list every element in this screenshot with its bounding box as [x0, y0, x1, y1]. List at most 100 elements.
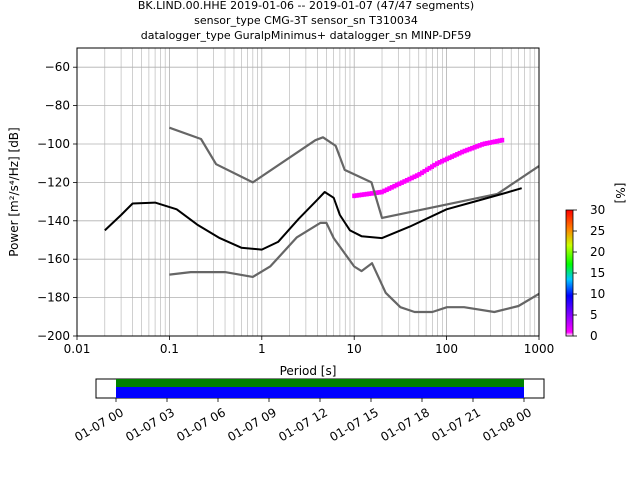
chart-title-line-3: datalogger_type GuralpMinimus+ datalogge… — [141, 29, 472, 42]
density-branch-cell — [432, 162, 437, 168]
timeline-tick-label: 01-08 00 — [480, 405, 534, 444]
density-branch-cell — [424, 167, 429, 173]
density-branch-cell — [402, 179, 407, 184]
density-branch-cell — [429, 164, 434, 169]
density-branch-cell — [362, 192, 367, 197]
density-branch-cell — [477, 143, 482, 148]
density-branch-cell — [497, 138, 502, 143]
density-branch-cell — [442, 157, 447, 163]
density-branch-cell — [374, 190, 379, 196]
density-branch-cell — [404, 177, 409, 183]
colorbar-tick-label: 20 — [590, 245, 605, 259]
y-tick-label: −140 — [37, 214, 70, 228]
density-branch-cell — [495, 138, 500, 144]
density-branch-cell — [455, 152, 460, 157]
density-branch-cell — [480, 142, 485, 147]
density-branch-cell — [399, 180, 404, 185]
noise-model-lines — [104, 126, 539, 314]
y-tick-label: −60 — [45, 60, 70, 74]
x-axis-ticks: 0.01 0.1 1 10 100 1000 — [64, 336, 555, 356]
x-tick-label: 100 — [435, 342, 458, 356]
x-tick-label: 1 — [258, 342, 266, 356]
density-branch-cell — [445, 156, 450, 162]
plot-background — [77, 48, 539, 336]
nhnm-line — [169, 126, 539, 219]
y-tick-label: −160 — [37, 252, 70, 266]
y-axis-ticks: −200 −180 −160 −140 −120 −100 −80 −60 — [37, 60, 77, 343]
density-branch-cell — [389, 185, 394, 190]
timeline-data-bar — [116, 379, 524, 387]
timeline-tick-label: 01-07 00 — [72, 405, 126, 444]
colorbar-gradient — [565, 209, 574, 337]
density-branch-cell — [392, 183, 397, 189]
density-branch-cell — [352, 193, 357, 199]
plot-frame — [76, 47, 540, 337]
colorbar-label: [%] — [613, 183, 627, 204]
timeline-tick-label: 01-07 18 — [378, 405, 432, 444]
y-axis-label: Power [m²/s⁴/Hz] [dB] — [7, 127, 21, 256]
y-tick-label: −120 — [37, 175, 70, 189]
timeline-tick-label: 01-07 21 — [429, 405, 483, 444]
density-branch-cell — [434, 161, 439, 166]
density-branch-cell — [440, 158, 445, 164]
y-tick-label: −100 — [37, 137, 70, 151]
colorbar-tick-label: 30 — [590, 203, 605, 217]
timeline-tick-label: 01-07 03 — [123, 405, 177, 444]
density-branch-cell — [427, 165, 432, 171]
y-tick-label: −180 — [37, 291, 70, 305]
density-branch-cell — [379, 189, 384, 195]
density-branch-cell — [492, 139, 497, 144]
x-axis-label: Period [s] — [280, 364, 337, 378]
density-branch-cell — [359, 192, 364, 198]
colorbar: 0 5 10 15 20 25 30 [%] — [565, 183, 627, 343]
timeline-coverage-bar — [116, 387, 524, 398]
colorbar-tick-label: 25 — [590, 224, 605, 238]
density-branch-cell — [377, 190, 382, 195]
density-branch-cell — [364, 191, 369, 197]
colorbar-ticks: 0 5 10 15 20 25 30 — [573, 203, 605, 343]
colorbar-tick-label: 5 — [590, 308, 598, 322]
density-branch-cell — [437, 160, 442, 165]
y-tick-label: −200 — [37, 329, 70, 343]
nlnm-line — [169, 221, 539, 314]
x-tick-label: 0.01 — [64, 342, 91, 356]
density-branch-cell — [382, 188, 387, 194]
density-branch-cell — [465, 147, 470, 153]
density-branch-cell — [409, 175, 414, 181]
ppsd-density-cloud — [352, 137, 505, 199]
chart-title-line-2: sensor_type CMG-3T sensor_sn T310034 — [194, 14, 418, 27]
timeline-tick-label: 01-07 15 — [327, 405, 381, 444]
density-branch-cell — [384, 187, 389, 193]
density-branch-cell — [354, 193, 359, 198]
colorbar-tick-label: 0 — [590, 329, 598, 343]
density-branch-cell — [482, 141, 487, 147]
timeline-tick-label: 01-07 06 — [174, 405, 228, 444]
chart-title-line-1: BK.LIND.00.HHE 2019-01-06 -- 2019-01-07 … — [138, 0, 474, 12]
ppsd-plot-area: 0.01 0.1 1 10 100 1000 −200 −180 −160 −140 −120 −1… — [37, 47, 555, 356]
density-branch-cell — [357, 192, 362, 198]
colorbar-tick-label: 15 — [590, 266, 605, 280]
density-branch-cell — [397, 181, 402, 187]
density-branch-cell — [470, 145, 475, 151]
x-tick-label: 0.1 — [160, 342, 179, 356]
density-branch-cell — [417, 172, 422, 177]
density-branch-cell — [500, 137, 505, 143]
density-branch-cell — [490, 139, 495, 145]
density-branch-cell — [367, 191, 372, 197]
density-branch-cell — [447, 155, 452, 161]
y-tick-label: −80 — [45, 99, 70, 113]
x-tick-label: 10 — [347, 342, 362, 356]
density-branch-cell — [450, 154, 455, 159]
density-branch-cell — [414, 173, 419, 178]
density-branch-cell — [460, 149, 465, 155]
density-branch-cell — [419, 170, 424, 176]
timeline-tick-label: 01-07 09 — [225, 405, 279, 444]
density-branch-cell — [485, 140, 490, 146]
density-branch-cell — [472, 144, 477, 150]
density-branch-cell — [422, 168, 427, 174]
density-branch-cell — [457, 150, 462, 156]
density-branch-cell — [462, 148, 467, 154]
x-tick-label: 1000 — [524, 342, 555, 356]
density-branch-cell — [412, 174, 417, 180]
